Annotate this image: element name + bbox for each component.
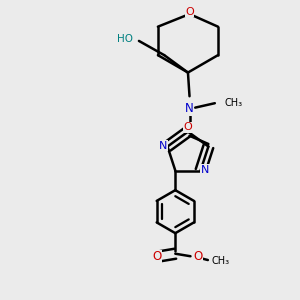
Text: N: N — [185, 102, 194, 116]
Text: N: N — [201, 165, 209, 175]
Text: CH₃: CH₃ — [224, 98, 242, 108]
Text: HO: HO — [117, 34, 133, 44]
Text: O: O — [185, 7, 194, 16]
Text: O: O — [152, 250, 162, 263]
Text: O: O — [184, 122, 192, 132]
Text: O: O — [193, 250, 202, 263]
Text: CH₃: CH₃ — [212, 256, 230, 266]
Text: N: N — [159, 141, 167, 151]
